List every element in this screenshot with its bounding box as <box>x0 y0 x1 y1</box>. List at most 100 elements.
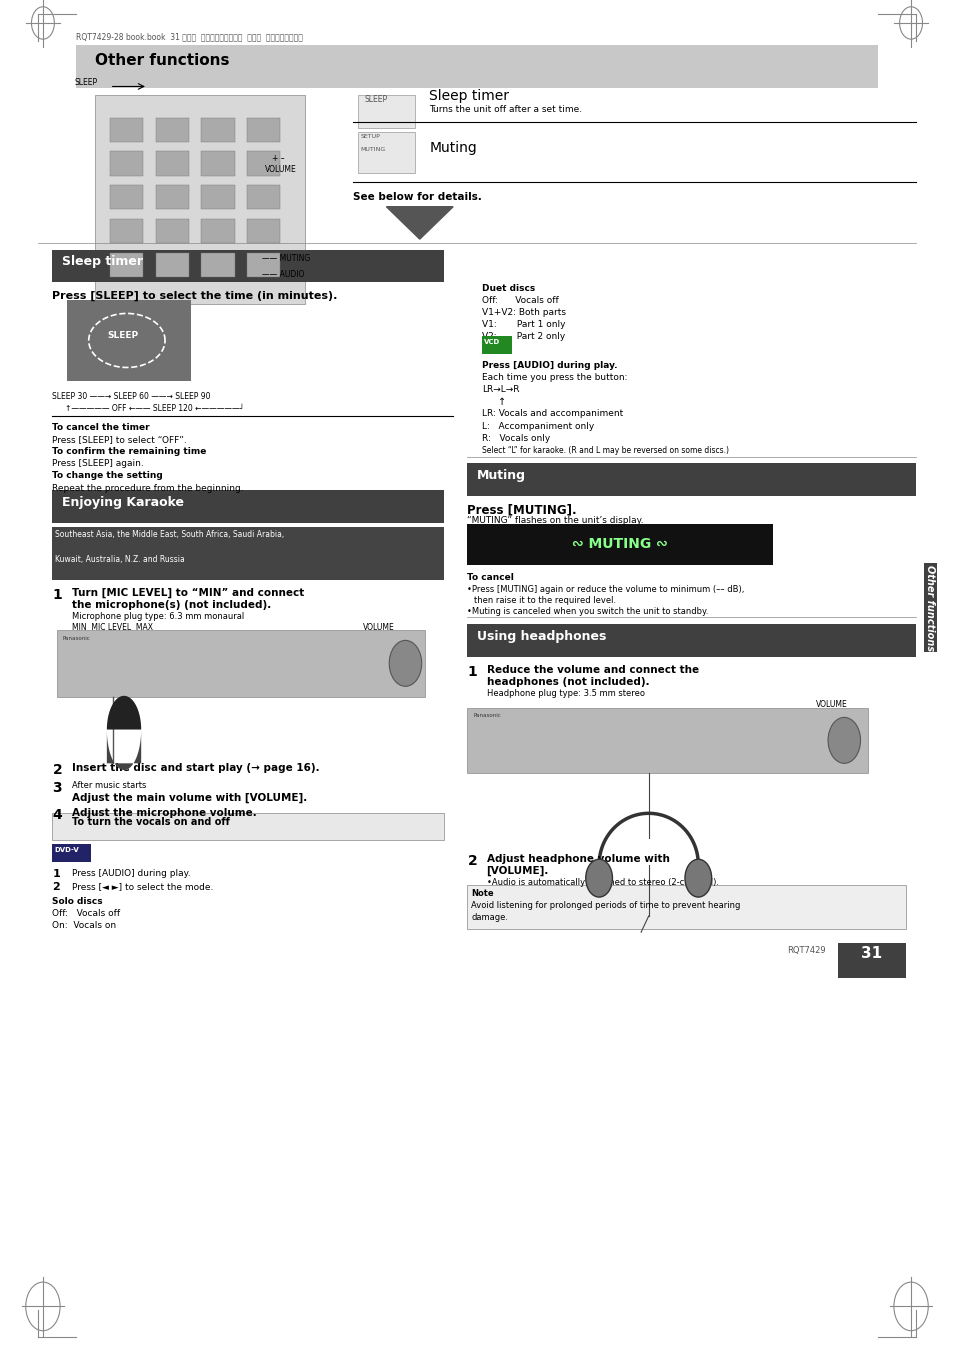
Text: Press [AUDIO] during play.: Press [AUDIO] during play. <box>481 361 617 370</box>
Text: MIN  MIC LEVEL  MAX: MIN MIC LEVEL MAX <box>71 623 152 632</box>
Text: Press [AUDIO] during play.: Press [AUDIO] during play. <box>71 869 190 878</box>
Bar <box>247 219 280 243</box>
Bar <box>52 844 91 862</box>
Text: SETUP: SETUP <box>360 134 380 139</box>
Bar <box>247 253 280 277</box>
Bar <box>201 253 234 277</box>
Text: To turn the vocals on and off: To turn the vocals on and off <box>71 817 229 827</box>
Bar <box>837 943 905 978</box>
Polygon shape <box>107 730 141 770</box>
Text: ∾ MUTING ∾: ∾ MUTING ∾ <box>572 538 667 551</box>
Bar <box>155 151 189 176</box>
Bar <box>155 118 189 142</box>
Bar <box>76 45 877 88</box>
Text: After music starts: After music starts <box>71 781 146 790</box>
Bar <box>357 132 415 173</box>
Text: MUTING: MUTING <box>360 147 385 153</box>
Bar <box>52 250 443 282</box>
Polygon shape <box>386 207 453 239</box>
Bar <box>467 708 867 773</box>
Text: Using headphones: Using headphones <box>476 630 606 643</box>
Text: [VOLUME].: [VOLUME]. <box>486 866 548 877</box>
Text: To change the setting: To change the setting <box>52 471 163 481</box>
Polygon shape <box>107 696 141 730</box>
Text: Panasonic: Panasonic <box>62 636 90 642</box>
Text: 31: 31 <box>861 946 882 961</box>
Text: then raise it to the required level.: then raise it to the required level. <box>474 596 616 605</box>
Text: VCD: VCD <box>483 339 499 345</box>
Text: To cancel the timer: To cancel the timer <box>52 423 150 432</box>
Text: •Muting is canceled when you switch the unit to standby.: •Muting is canceled when you switch the … <box>467 607 708 616</box>
Bar <box>52 813 443 840</box>
Bar <box>67 300 191 381</box>
Text: ↑————— OFF ←—— SLEEP 120 ←—————┘: ↑————— OFF ←—— SLEEP 120 ←—————┘ <box>65 404 244 413</box>
Text: •Audio is automatically switched to stereo (2-channel).: •Audio is automatically switched to ster… <box>486 878 718 888</box>
Bar <box>110 118 143 142</box>
Text: Sleep timer: Sleep timer <box>429 89 509 103</box>
Bar <box>52 527 443 554</box>
Bar <box>467 524 772 565</box>
Text: Adjust the main volume with [VOLUME].: Adjust the main volume with [VOLUME]. <box>71 793 307 804</box>
Bar <box>201 118 234 142</box>
Text: V1:       Part 1 only: V1: Part 1 only <box>481 320 565 330</box>
Bar <box>201 185 234 209</box>
Text: R:   Vocals only: R: Vocals only <box>481 434 550 443</box>
Text: headphones (not included).: headphones (not included). <box>486 677 648 686</box>
Text: L:   Accompaniment only: L: Accompaniment only <box>481 422 594 431</box>
Bar <box>155 253 189 277</box>
Bar <box>467 624 915 657</box>
Text: damage.: damage. <box>471 913 508 923</box>
Text: Adjust the microphone volume.: Adjust the microphone volume. <box>71 808 256 817</box>
Text: V1+V2: Both parts: V1+V2: Both parts <box>481 308 565 317</box>
Text: Press [SLEEP] to select the time (in minutes).: Press [SLEEP] to select the time (in min… <box>52 290 337 301</box>
Text: Other functions: Other functions <box>95 53 230 68</box>
Text: —— AUDIO: —— AUDIO <box>262 270 304 280</box>
Text: Press [◄ ►] to select the mode.: Press [◄ ►] to select the mode. <box>71 882 213 892</box>
Text: Press [MUTING].: Press [MUTING]. <box>467 504 577 517</box>
Text: ↑: ↑ <box>497 397 506 407</box>
Bar <box>52 553 443 580</box>
Text: —— MUTING: —— MUTING <box>262 254 311 263</box>
Text: Microphone plug type: 6.3 mm monaural: Microphone plug type: 6.3 mm monaural <box>71 612 244 621</box>
Bar <box>110 185 143 209</box>
Text: 3: 3 <box>52 781 62 794</box>
Text: Off:      Vocals off: Off: Vocals off <box>481 296 558 305</box>
Text: 2: 2 <box>52 882 60 892</box>
Text: Off:   Vocals off: Off: Vocals off <box>52 909 120 919</box>
Circle shape <box>585 859 612 897</box>
Bar <box>52 490 443 523</box>
Text: Note: Note <box>471 889 494 898</box>
Text: VOLUME: VOLUME <box>362 623 394 632</box>
Text: Enjoying Karaoke: Enjoying Karaoke <box>62 496 184 509</box>
Text: Headphone plug type: 3.5 mm stereo: Headphone plug type: 3.5 mm stereo <box>486 689 644 698</box>
Text: 1: 1 <box>52 588 62 601</box>
Circle shape <box>684 859 711 897</box>
Text: •Press [MUTING] again or reduce the volume to minimum (–– dB),: •Press [MUTING] again or reduce the volu… <box>467 585 744 594</box>
Bar <box>110 151 143 176</box>
Text: Adjust headphone volume with: Adjust headphone volume with <box>486 854 669 863</box>
Bar <box>357 95 415 128</box>
Text: V2:       Part 2 only: V2: Part 2 only <box>481 332 564 342</box>
Text: Muting: Muting <box>429 141 476 154</box>
Bar <box>467 885 905 929</box>
Bar <box>481 336 512 354</box>
Text: SLEEP 30 ——→ SLEEP 60 ——→ SLEEP 90: SLEEP 30 ——→ SLEEP 60 ——→ SLEEP 90 <box>52 392 211 401</box>
Text: Repeat the procedure from the beginning.: Repeat the procedure from the beginning. <box>52 484 244 493</box>
Text: VOLUME: VOLUME <box>265 165 296 174</box>
Text: Southeast Asia, the Middle East, South Africa, Saudi Arabia,: Southeast Asia, the Middle East, South A… <box>55 530 284 539</box>
Circle shape <box>827 717 860 763</box>
Bar <box>247 185 280 209</box>
Text: See below for details.: See below for details. <box>353 192 481 201</box>
Bar <box>201 151 234 176</box>
Text: SLEEP: SLEEP <box>74 78 97 88</box>
Bar <box>155 185 189 209</box>
Text: “MUTING” flashes on the unit’s display.: “MUTING” flashes on the unit’s display. <box>467 516 643 526</box>
Text: VOLUME: VOLUME <box>815 700 846 709</box>
Text: Insert the disc and start play (→ page 16).: Insert the disc and start play (→ page 1… <box>71 763 319 773</box>
Bar <box>201 219 234 243</box>
Bar <box>155 219 189 243</box>
Text: Turn [MIC LEVEL] to “MIN” and connect: Turn [MIC LEVEL] to “MIN” and connect <box>71 588 303 598</box>
Bar <box>110 219 143 243</box>
Text: Select “L” for karaoke. (R and L may be reversed on some discs.): Select “L” for karaoke. (R and L may be … <box>481 446 728 455</box>
Text: SLEEP: SLEEP <box>108 331 139 340</box>
